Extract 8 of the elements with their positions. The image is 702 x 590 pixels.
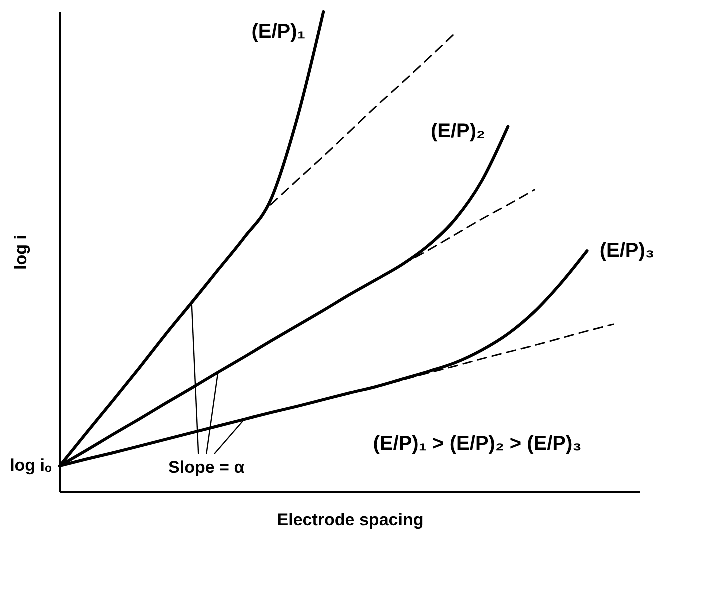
annotation: Slope = α — [168, 458, 246, 477]
x-axis-title: Electrode spacing — [277, 510, 424, 530]
text: log iₒ — [10, 456, 52, 476]
series-label: (E/P)₂ — [430, 120, 486, 143]
series-label: (E/P)₃ — [600, 240, 655, 262]
annotation: (E/P)₁ > (E/P)₂ > (E/P)₃ — [373, 433, 582, 455]
series-label: (E/P)₁ — [252, 21, 306, 43]
y-axis-title: log i — [12, 235, 30, 270]
